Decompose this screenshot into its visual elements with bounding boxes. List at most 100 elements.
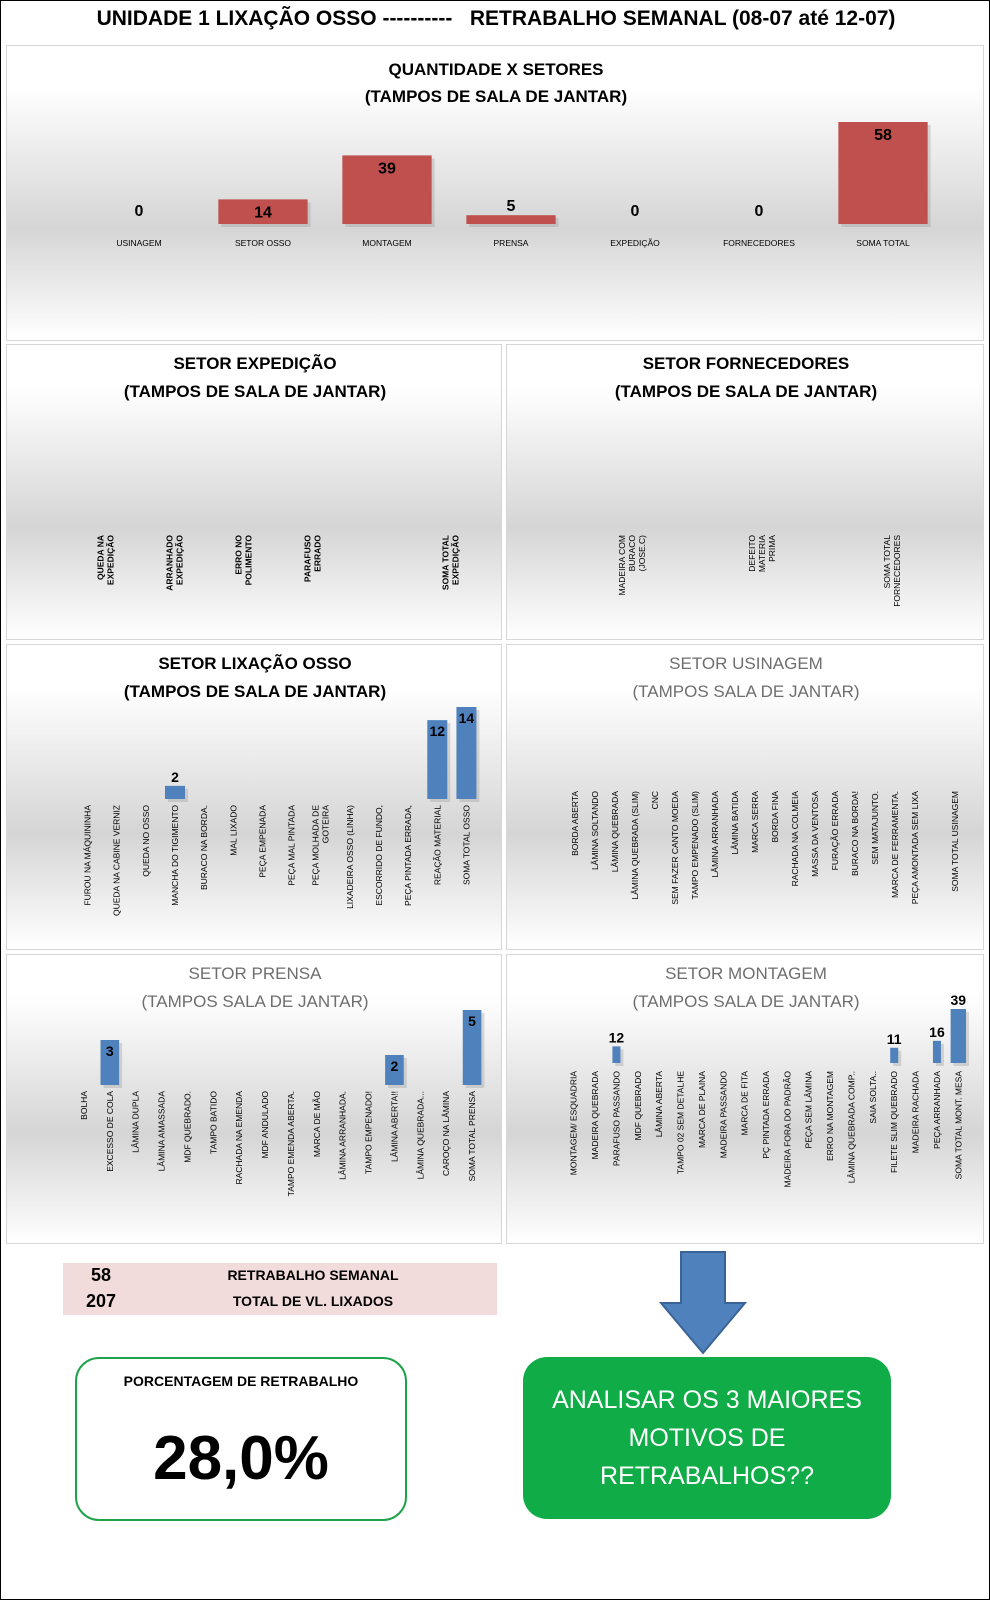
category-label: PARAFUSO PASSANDO bbox=[611, 1071, 621, 1166]
chart-title: SETOR LIXAÇÃO OSSO bbox=[158, 653, 351, 673]
bar bbox=[838, 122, 928, 224]
svg-text:MDF QUEBRADO: MDF QUEBRADO bbox=[633, 1071, 643, 1141]
category-label: LIXADEIRA OSSO (LINHA) bbox=[345, 805, 355, 909]
svg-text:LÂMINA ABERTA!!: LÂMINA ABERTA!! bbox=[389, 1091, 399, 1162]
svg-text:SOMA TOTAL OSSO: SOMA TOTAL OSSO bbox=[461, 805, 471, 885]
category-label: MONTAGEM bbox=[362, 238, 411, 248]
svg-text:MDF QUEBRADO.: MDF QUEBRADO. bbox=[182, 1091, 192, 1163]
svg-text:BOLHA: BOLHA bbox=[79, 1091, 89, 1120]
category-label: MARCA DE MÃO bbox=[312, 1091, 322, 1158]
data-label: 14 bbox=[254, 204, 272, 221]
svg-text:MADEIRA RACHADA: MADEIRA RACHADA bbox=[911, 1071, 921, 1154]
chart-title: QUANTIDADE X SETORES bbox=[388, 60, 603, 79]
chart-subtitle: (TAMPOS SALA DE JANTAR) bbox=[141, 992, 368, 1011]
svg-text:ERRO NA MONTAGEM: ERRO NA MONTAGEM bbox=[825, 1071, 835, 1161]
svg-text:BORDA FINA: BORDA FINA bbox=[770, 791, 780, 843]
category-label: TAMPO EMPENADO! bbox=[364, 1091, 374, 1174]
category-label: ERRO NO POLIMENTO bbox=[234, 535, 254, 586]
svg-text:MARCA SERRA: MARCA SERRA bbox=[750, 791, 760, 853]
svg-text:MASSA DA VENTOSA: MASSA DA VENTOSA bbox=[810, 791, 820, 877]
svg-text:MADEIRA COM: MADEIRA COM bbox=[617, 535, 627, 595]
percentage-value: 28,0% bbox=[153, 1424, 329, 1493]
category-label: FILETE SLIM QUEBRADO bbox=[889, 1071, 899, 1173]
chart-subtitle: (TAMPOS DE SALA DE JANTAR) bbox=[124, 682, 386, 701]
chart-svg-fornecedores: SETOR FORNECEDORES (TAMPOS DE SALA DE JAN… bbox=[615, 354, 902, 607]
chart-quantidade-setores: QUANTIDADE X SETORES (TAMPOS DE SALA DE J… bbox=[6, 45, 984, 341]
svg-text:MADEIRA FORA DO PADRÃO: MADEIRA FORA DO PADRÃO bbox=[782, 1071, 792, 1188]
category-label: FORNECEDORES bbox=[723, 238, 795, 248]
svg-text:MADEIRA QUEBRADA: MADEIRA QUEBRADA bbox=[590, 1071, 600, 1160]
svg-text:MARCA DE FERRAMENTA.: MARCA DE FERRAMENTA. bbox=[890, 791, 900, 898]
category-label: QUEDA NA CABINE VERNIZ bbox=[112, 805, 122, 916]
category-label: BORDA ABERTA bbox=[570, 791, 580, 856]
category-label: REAÇÃO MATERIAL bbox=[432, 805, 442, 885]
svg-text:LÂMINA ABERTA: LÂMINA ABERTA bbox=[654, 1071, 664, 1138]
svg-text:REAÇÃO MATERIAL: REAÇÃO MATERIAL bbox=[432, 805, 442, 885]
svg-text:ARRANHADO: ARRANHADO bbox=[165, 535, 175, 591]
category-label: LÂMINA QUEBRADA COMP.. bbox=[846, 1071, 856, 1183]
bar bbox=[466, 215, 556, 224]
category-label: PEÇA MOLHADA DE GOTEIRA bbox=[311, 805, 331, 886]
svg-text:FILETE SLIM QUEBRADO: FILETE SLIM QUEBRADO bbox=[889, 1071, 899, 1173]
category-label: MDF QUEBRADO bbox=[633, 1071, 643, 1141]
data-label: 11 bbox=[887, 1031, 902, 1047]
chart-title: SETOR MONTAGEM bbox=[665, 964, 827, 983]
category-label: MADEIRA RACHADA bbox=[911, 1071, 921, 1154]
category-label: BURACO NA BORDA! bbox=[850, 791, 860, 876]
svg-text:QUEDA NA CABINE VERNIZ: QUEDA NA CABINE VERNIZ bbox=[112, 805, 122, 916]
category-label: QUEDA NA EXPEDIÇÃO bbox=[96, 535, 116, 585]
data-label: 3 bbox=[106, 1043, 114, 1059]
svg-text:FURAÇÃO ERRADA: FURAÇÃO ERRADA bbox=[830, 791, 840, 871]
svg-text:FORNECEDORES: FORNECEDORES bbox=[892, 535, 902, 607]
chart-subtitle: (TAMPOS SALA DE JANTAR) bbox=[632, 992, 859, 1011]
chart-setor-lixacao-osso: SETOR LIXAÇÃO OSSO (TAMPOS DE SALA DE JAN… bbox=[6, 644, 502, 950]
category-label: FUROU NA MÁQUININHA bbox=[83, 805, 93, 906]
svg-text:ESCORRIDO DE FUNDO,: ESCORRIDO DE FUNDO, bbox=[374, 805, 384, 906]
svg-text:RACHADA NA COLMEIA: RACHADA NA COLMEIA bbox=[790, 791, 800, 887]
page-title: UNIDADE 1 LIXAÇÃO OSSO ---------- RETRAB… bbox=[96, 7, 896, 30]
svg-text:BURACO NA BORDA.: BURACO NA BORDA. bbox=[199, 805, 209, 890]
svg-text:SEM FAZER CANTO MOEDA: SEM FAZER CANTO MOEDA bbox=[670, 791, 680, 905]
bar bbox=[456, 707, 477, 799]
summary-value: 207 bbox=[85, 1291, 117, 1311]
category-label: MARCA DE PLAINA bbox=[697, 1071, 707, 1148]
chart-setor-fornecedores: SETOR FORNECEDORES (TAMPOS DE SALA DE JAN… bbox=[506, 344, 984, 640]
category-label: ESCORRIDO DE FUNDO, bbox=[374, 805, 384, 906]
category-label: LÂMINA ARRANHADA bbox=[710, 791, 720, 878]
data-label: 58 bbox=[874, 127, 892, 144]
chart-svg-quantidade: QUANTIDADE X SETORES (TAMPOS DE SALA DE J… bbox=[116, 60, 931, 248]
category-label: MARCA SERRA bbox=[750, 791, 760, 853]
chart-title: SETOR USINAGEM bbox=[669, 654, 823, 673]
bar bbox=[165, 785, 185, 799]
category-label: BOLHA bbox=[79, 1091, 89, 1120]
svg-text:EXPEDIÇÃO: EXPEDIÇÃO bbox=[451, 535, 461, 585]
chart-subtitle: (TAMPOS SALA DE JANTAR) bbox=[632, 682, 859, 701]
bar bbox=[612, 1046, 621, 1063]
category-label: TAMPO EMENDA ABERTA. bbox=[286, 1091, 296, 1196]
data-label: 16 bbox=[929, 1024, 945, 1040]
bar bbox=[462, 1010, 482, 1085]
category-label: ARRANHADO EXPEDIÇÃO bbox=[165, 535, 185, 591]
chart-setor-montagem: SETOR MONTAGEM (TAMPOS SALA DE JANTAR) MON… bbox=[506, 954, 984, 1244]
category-label: PÇ PINTADA ERRADA bbox=[761, 1071, 771, 1159]
summary-row-total-lixados: 207 TOTAL DE VL. LIXADOS bbox=[63, 1289, 497, 1315]
svg-text:PRIMA: PRIMA bbox=[767, 535, 777, 562]
category-label: LÂMINA BATIDA bbox=[730, 791, 740, 855]
svg-text:EXPEDIÇÃO: EXPEDIÇÃO bbox=[106, 535, 116, 585]
svg-text:RACHADA NA EMENDA: RACHADA NA EMENDA bbox=[234, 1091, 244, 1185]
category-label: MASSA DA VENTOSA bbox=[810, 791, 820, 877]
data-label: 5 bbox=[468, 1013, 476, 1029]
chart-svg-expedicao: SETOR EXPEDIÇÃO (TAMPOS DE SALA DE JANTAR… bbox=[96, 353, 461, 591]
category-label: CAROÇO NA LÂMINA bbox=[441, 1091, 451, 1176]
percentage-card: PORCENTAGEM DE RETRABALHO 28,0% bbox=[75, 1357, 407, 1521]
svg-text:CAROÇO NA LÂMINA: CAROÇO NA LÂMINA bbox=[441, 1091, 451, 1176]
bar bbox=[427, 720, 448, 799]
svg-text:BORDA ABERTA: BORDA ABERTA bbox=[570, 791, 580, 856]
category-label: SEM FAZER CANTO MOEDA bbox=[670, 791, 680, 905]
svg-text:SEM MATAJUNTO.: SEM MATAJUNTO. bbox=[870, 791, 880, 865]
svg-text:BURACO: BURACO bbox=[627, 535, 637, 572]
category-label: RACHADA NA EMENDA bbox=[234, 1091, 244, 1185]
data-label: 0 bbox=[631, 203, 640, 220]
chart-setor-prensa: SETOR PRENSA (TAMPOS SALA DE JANTAR) BOLHA… bbox=[6, 954, 502, 1244]
chart-title: SETOR FORNECEDORES bbox=[643, 354, 850, 373]
